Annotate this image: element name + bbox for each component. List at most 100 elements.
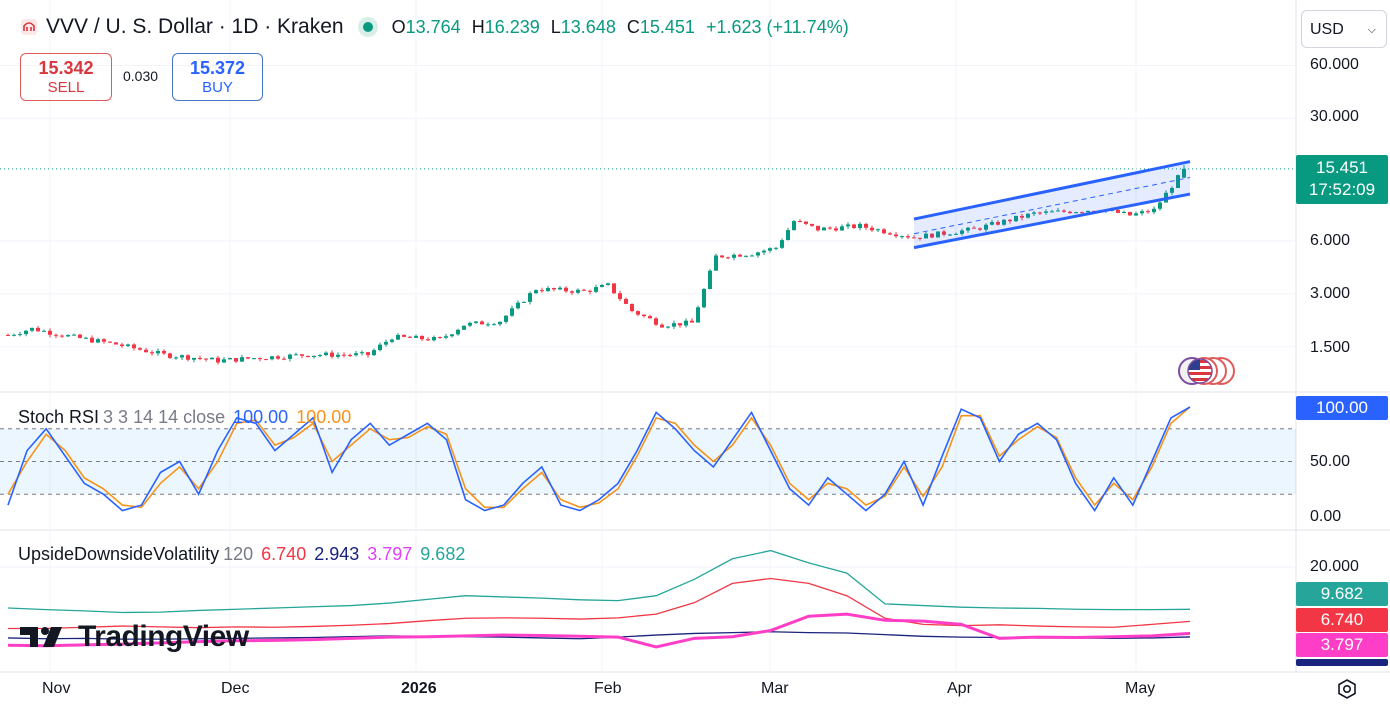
candle-body (1014, 215, 1018, 222)
candle-body (558, 287, 562, 290)
candle-body (816, 225, 820, 231)
tradingview-logo[interactable]: TradingView (18, 620, 249, 654)
candle-body (462, 325, 466, 330)
candle-body (762, 250, 766, 253)
candle-body (300, 354, 304, 356)
candle-body (6, 334, 10, 336)
channel-upper (913, 160, 1191, 221)
candle-body (366, 352, 370, 356)
candle-body (54, 334, 58, 336)
candle-body (1116, 209, 1120, 213)
candle-body (720, 255, 724, 258)
candle-body (234, 358, 238, 362)
candle-body (1122, 211, 1126, 213)
candle-body (744, 255, 748, 257)
currency-select[interactable]: USD ⌵ (1301, 10, 1387, 48)
candle-body (1020, 215, 1024, 218)
candle-body (372, 350, 376, 356)
last-price-badge: 15.451 17:52:09 (1296, 155, 1388, 204)
candle-body (396, 334, 400, 340)
candle-body (168, 353, 172, 358)
candle-body (690, 320, 694, 323)
candle-body (684, 320, 688, 326)
candle-body (150, 352, 154, 354)
udv-badge-2 (1296, 659, 1388, 666)
candle-body (774, 247, 778, 249)
ohlc-change: +1.623 (+11.74%) (705, 16, 849, 37)
time-tick: 2026 (401, 680, 437, 697)
time-tick: Feb (594, 680, 622, 697)
candle-body (492, 324, 496, 326)
candle-body (930, 233, 934, 238)
candle-body (708, 270, 712, 289)
candle-body (1152, 208, 1156, 213)
candle-body (564, 287, 568, 292)
candle-body (510, 308, 514, 316)
candle-body (978, 228, 982, 230)
candle-body (852, 224, 856, 228)
candle-body (306, 355, 310, 358)
buy-button[interactable]: 15.372 BUY (172, 53, 263, 101)
candle-body (246, 357, 250, 359)
candle-body (1044, 211, 1048, 213)
candle-body (582, 289, 586, 291)
udv-tick: 20.000 (1310, 558, 1359, 575)
candle-body (570, 291, 574, 293)
candle-body (1008, 219, 1012, 222)
candle-body (858, 223, 862, 228)
candle-body (1146, 211, 1150, 213)
symbol-title[interactable]: VVV / U. S. Dollar · 1D · Kraken (46, 15, 344, 38)
candle-body (702, 288, 706, 308)
candle-body (660, 324, 664, 328)
stoch-value-badge: 100.00 (1296, 396, 1388, 420)
candle-body (618, 293, 622, 299)
time-tick: Nov (42, 680, 71, 697)
candle-body (990, 222, 994, 225)
candle-body (1158, 202, 1162, 209)
udv-v3: 3.797 (367, 544, 413, 564)
stoch-d-value: 100.00 (296, 407, 352, 427)
sell-button[interactable]: 15.342 SELL (20, 53, 112, 101)
candle-body (450, 334, 454, 337)
us-flag-icon[interactable] (1176, 356, 1238, 386)
udv-legend[interactable]: UpsideDownsideVolatility 120 6.740 2.943 3.7… (18, 544, 473, 565)
candle-body (1182, 168, 1186, 178)
candle-body (408, 336, 412, 338)
candle-body (1074, 212, 1078, 214)
channel-lower (913, 192, 1191, 250)
stoch-rsi-legend[interactable]: Stoch RSI 3 3 14 14 close 100.00 100.00 (18, 407, 359, 428)
candle-body (834, 228, 838, 231)
time-tick: May (1125, 680, 1156, 697)
bar-countdown: 17:52:09 (1308, 180, 1376, 199)
gear-icon[interactable] (1336, 678, 1358, 700)
candle-body (642, 314, 646, 317)
candle-body (156, 350, 160, 354)
price-tick: 3.000 (1310, 285, 1351, 302)
candle-body (792, 221, 796, 231)
candle-body (1086, 210, 1090, 213)
candle-body (144, 349, 148, 353)
udv-v1: 6.740 (261, 544, 307, 564)
candle-body (924, 233, 928, 239)
candle-body (768, 248, 772, 251)
candle-body (756, 252, 760, 256)
candle-body (108, 341, 112, 343)
stoch-params: 3 3 14 14 close (103, 407, 226, 427)
candle-body (486, 324, 490, 326)
candle-body (546, 288, 550, 292)
candle-body (594, 287, 598, 292)
ohlc-open: O13.764 (391, 16, 461, 37)
candle-body (1038, 212, 1042, 214)
candle-body (918, 237, 922, 239)
candle-body (828, 227, 832, 229)
candle-body (402, 334, 406, 337)
candle-body (18, 334, 22, 336)
candle-body (804, 221, 808, 224)
candle-body (468, 322, 472, 326)
time-tick: Dec (221, 680, 250, 697)
candle-body (78, 334, 82, 338)
candle-body (870, 227, 874, 231)
candle-body (390, 339, 394, 342)
candle-body (216, 357, 220, 363)
